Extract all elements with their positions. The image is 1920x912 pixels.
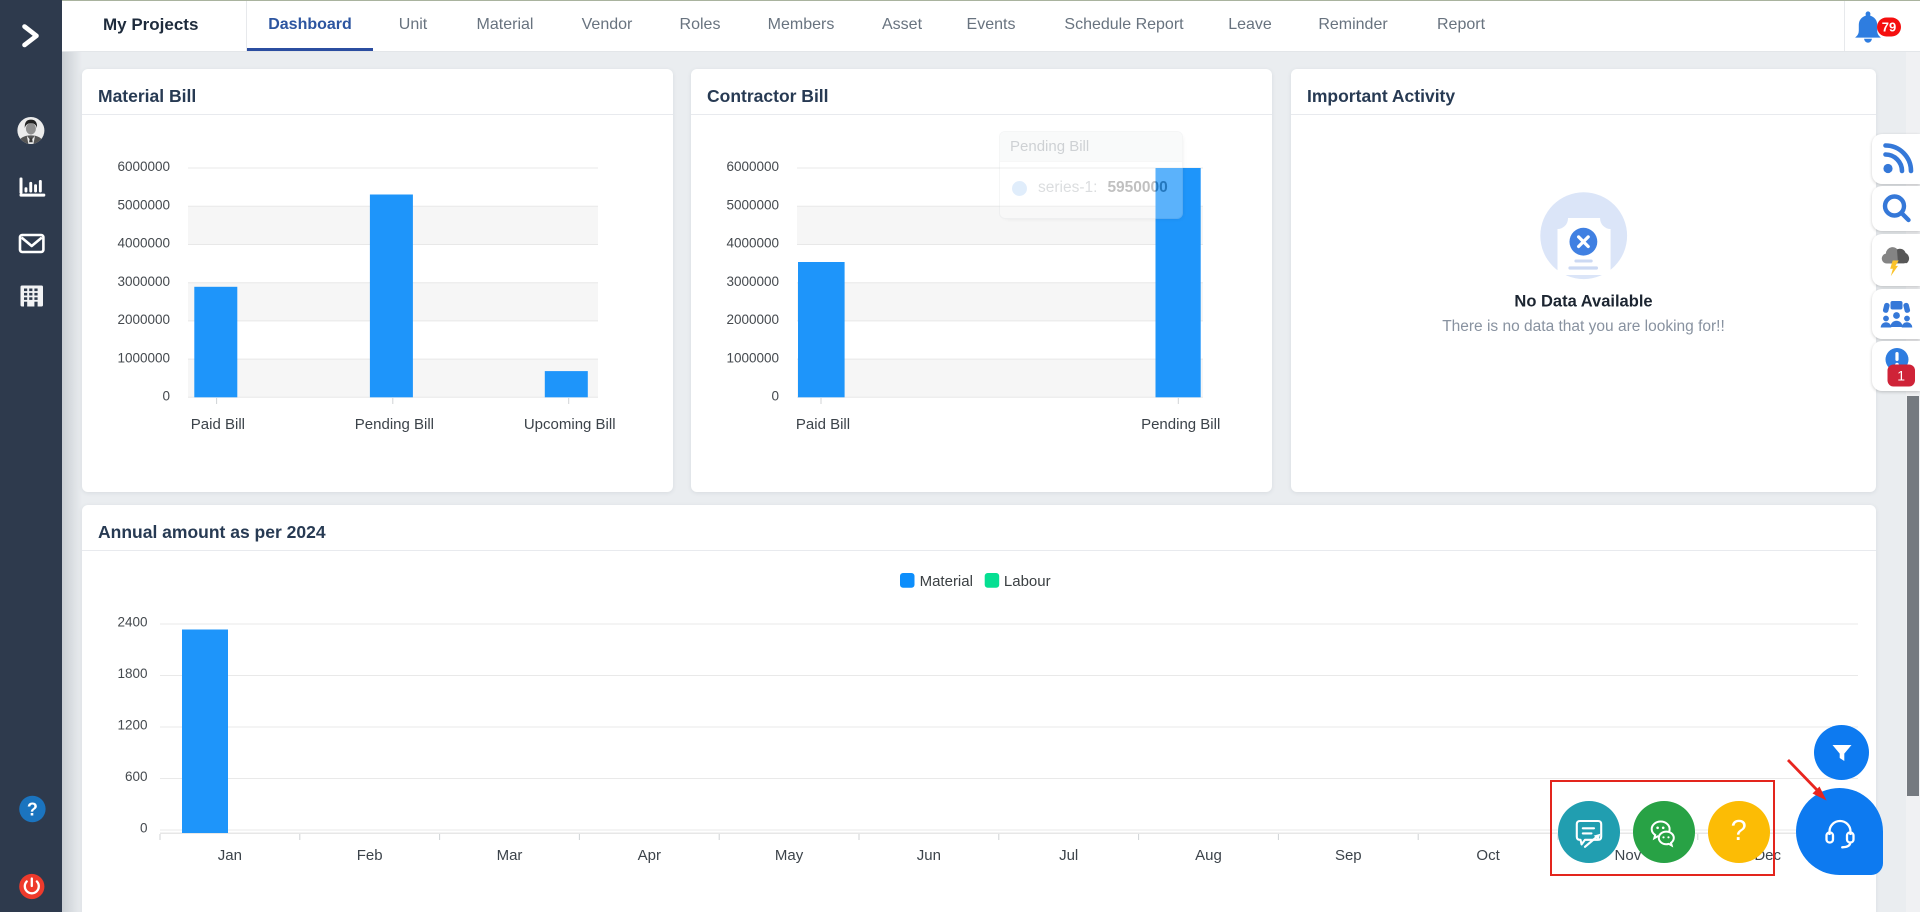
svg-text:Pending Bill: Pending Bill [355, 416, 434, 433]
svg-text:There is no data that you are: There is no data that you are looking fo… [1442, 318, 1725, 335]
svg-text:1: 1 [1897, 368, 1905, 384]
svg-text:3000000: 3000000 [726, 274, 779, 289]
svg-text:Nov: Nov [1615, 847, 1642, 864]
svg-text:2000000: 2000000 [726, 312, 779, 327]
svg-text:6000000: 6000000 [726, 159, 779, 174]
svg-text:2000000: 2000000 [117, 312, 170, 327]
svg-text:1000000: 1000000 [726, 350, 779, 365]
svg-text:79: 79 [1882, 20, 1896, 35]
svg-text:1000000: 1000000 [117, 350, 170, 365]
svg-text:Mar: Mar [497, 847, 523, 864]
svg-text:0: 0 [140, 821, 148, 836]
svg-text:2400: 2400 [117, 615, 147, 630]
svg-text:Labour: Labour [1004, 573, 1051, 590]
svg-text:Oct: Oct [1476, 847, 1500, 864]
svg-text:600: 600 [125, 769, 148, 784]
svg-text:Jan: Jan [218, 847, 242, 864]
svg-text:0: 0 [771, 389, 779, 404]
svg-text:3000000: 3000000 [117, 274, 170, 289]
svg-text:1200: 1200 [117, 718, 147, 733]
svg-text:?: ? [27, 800, 38, 820]
svg-text:Apr: Apr [638, 847, 661, 864]
svg-text:Feb: Feb [357, 847, 383, 864]
svg-text:No Data Available: No Data Available [1514, 293, 1652, 311]
svg-text:4000000: 4000000 [726, 236, 779, 251]
svg-text:0: 0 [162, 389, 170, 404]
svg-text:5000000: 5000000 [726, 198, 779, 213]
svg-text:6000000: 6000000 [117, 159, 170, 174]
svg-text:Paid Bill: Paid Bill [796, 416, 850, 433]
svg-text:1800: 1800 [117, 666, 147, 681]
svg-text:Jun: Jun [917, 847, 941, 864]
svg-text:Material: Material [920, 573, 973, 590]
svg-text:Upcoming Bill: Upcoming Bill [524, 416, 616, 433]
svg-text:Sep: Sep [1335, 847, 1362, 864]
svg-text:5000000: 5000000 [117, 198, 170, 213]
svg-text:Aug: Aug [1195, 847, 1222, 864]
svg-text:Paid Bill: Paid Bill [191, 416, 245, 433]
svg-text:4000000: 4000000 [117, 236, 170, 251]
svg-text:May: May [775, 847, 804, 864]
svg-text:Pending Bill: Pending Bill [1141, 416, 1220, 433]
svg-text:Jul: Jul [1059, 847, 1078, 864]
